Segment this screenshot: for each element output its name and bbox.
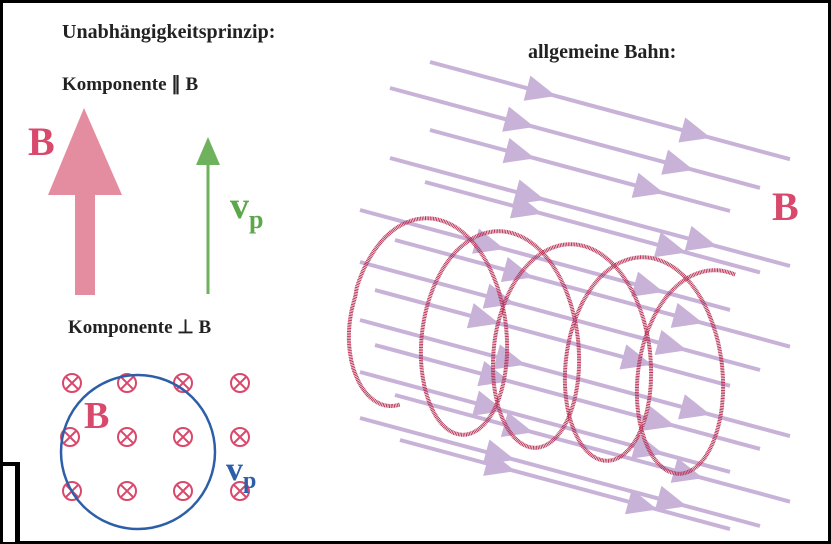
general-label: allgemeine Bahn: — [528, 41, 676, 63]
b-arrow-shaft — [75, 195, 95, 295]
perpendicular-label: Komponente ⊥ B — [68, 317, 212, 338]
sub-p: p — [243, 468, 256, 494]
v: v — [230, 185, 249, 227]
title: Unabhängigkeitsprinzip: — [62, 21, 275, 43]
corner-inner — [3, 466, 15, 542]
v: v — [226, 451, 243, 488]
sub-p: p — [249, 205, 263, 234]
b-label-general: B — [772, 184, 799, 229]
diagram: Unabhängigkeitsprinzip: Komponente ∥ B B… — [0, 0, 831, 544]
parallel-label: Komponente ∥ B — [62, 74, 199, 95]
b-label: B — [28, 119, 55, 164]
b-label-perp: B — [84, 395, 109, 437]
